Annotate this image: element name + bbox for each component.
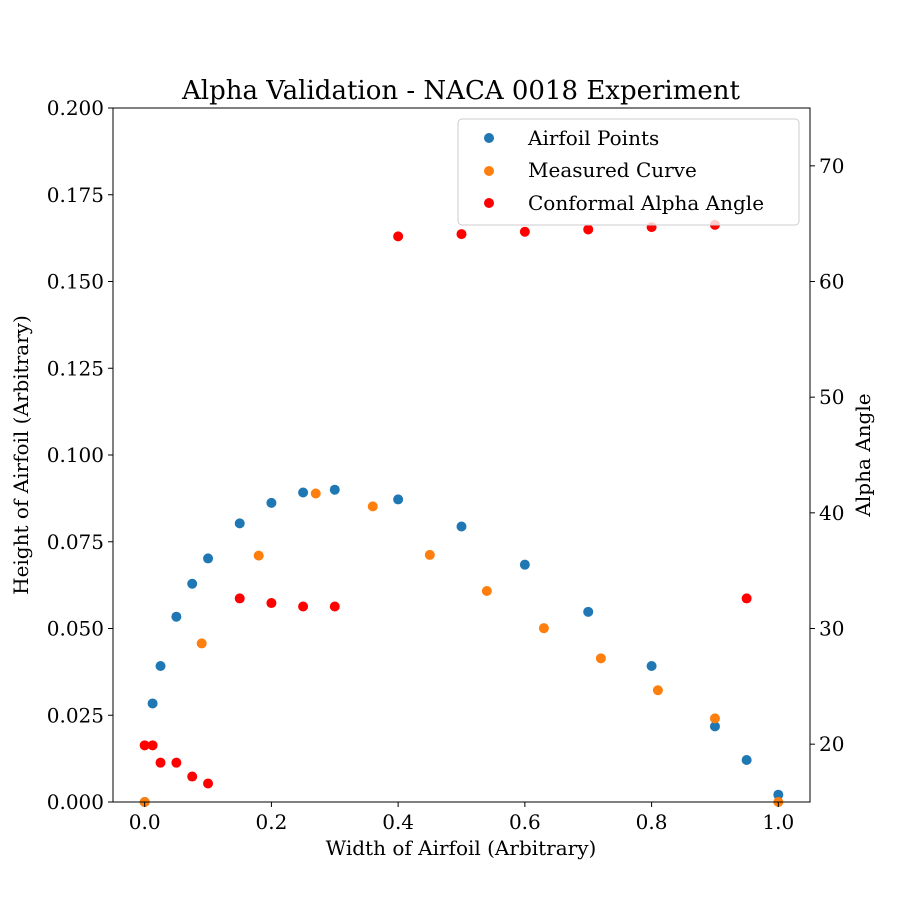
data-point-airfoil-points (709, 721, 720, 732)
legend-marker-conformal-alpha-angle (484, 198, 494, 208)
y-tick-label: 0.025 (47, 703, 104, 727)
data-point-airfoil-points (203, 553, 214, 564)
y2-tick-label: 20 (819, 732, 844, 756)
y-tick-label: 0.125 (47, 356, 104, 380)
data-point-airfoil-points (519, 559, 530, 570)
data-point-measured-curve (253, 550, 264, 561)
x-axis-label: Width of Airfoil (Arbitrary) (326, 836, 597, 860)
series-measured-curve (139, 488, 784, 807)
x-tick-label: 0.8 (636, 810, 668, 834)
data-point-conformal-alpha-angle (139, 740, 150, 751)
data-point-conformal-alpha-angle (171, 757, 182, 768)
data-point-airfoil-points (741, 755, 752, 766)
y2-tick-label: 50 (819, 385, 844, 409)
y-axis-label: Height of Airfoil (Arbitrary) (9, 315, 33, 595)
y-tick-label: 0.100 (47, 443, 104, 467)
legend-box (457, 118, 800, 226)
data-point-airfoil-points (329, 484, 340, 495)
data-point-airfoil-points (298, 487, 309, 498)
data-point-airfoil-points (234, 518, 245, 529)
data-point-airfoil-points (456, 521, 467, 532)
data-point-measured-curve (652, 685, 663, 696)
chart-title: Alpha Validation - NACA 0018 Experiment (181, 76, 740, 106)
data-point-measured-curve (310, 488, 321, 499)
series-airfoil-points (139, 484, 784, 807)
x-tick-label: 1.0 (762, 810, 794, 834)
y2-tick-label: 40 (819, 501, 844, 525)
data-point-measured-curve (595, 653, 606, 664)
data-point-conformal-alpha-angle (203, 778, 214, 789)
y2-axis-label: Alpha Angle (851, 393, 875, 517)
data-point-measured-curve (481, 586, 492, 597)
data-point-conformal-alpha-angle (456, 229, 467, 240)
y-tick-label: 0.150 (47, 270, 104, 294)
y-tick-label: 0.075 (47, 530, 104, 554)
data-point-airfoil-points (583, 606, 594, 617)
data-point-measured-curve (367, 501, 378, 512)
data-point-airfoil-points (266, 497, 277, 508)
data-point-conformal-alpha-angle (147, 740, 158, 751)
legend: Airfoil Points Measured Curve Conformal … (457, 118, 800, 226)
legend-marker-measured-curve (484, 166, 494, 176)
y-tick-label: 0.200 (47, 96, 104, 120)
legend-marker-airfoil-points (484, 133, 494, 143)
y-tick-label: 0.175 (47, 183, 104, 207)
y-tick-label: 0.000 (47, 790, 104, 814)
data-point-conformal-alpha-angle (187, 771, 198, 782)
data-point-airfoil-points (393, 494, 404, 505)
data-point-airfoil-points (187, 578, 198, 589)
legend-label-measured-curve: Measured Curve (528, 158, 697, 182)
data-point-conformal-alpha-angle (155, 757, 166, 768)
data-point-conformal-alpha-angle (234, 593, 245, 604)
data-point-airfoil-points (155, 660, 166, 671)
data-point-conformal-alpha-angle (583, 224, 594, 235)
data-point-conformal-alpha-angle (393, 231, 404, 242)
x-tick-label: 0.0 (129, 810, 161, 834)
data-point-conformal-alpha-angle (519, 226, 530, 237)
data-point-conformal-alpha-angle (329, 601, 340, 612)
data-point-airfoil-points (773, 789, 784, 800)
x-tick-label: 0.4 (382, 810, 414, 834)
y-tick-label: 0.050 (47, 617, 104, 641)
data-point-conformal-alpha-angle (298, 601, 309, 612)
data-point-measured-curve (196, 638, 207, 649)
data-point-airfoil-points (147, 698, 158, 709)
legend-label-conformal-alpha-angle: Conformal Alpha Angle (528, 191, 764, 215)
data-point-measured-curve (538, 623, 549, 634)
y2-tick-label: 30 (819, 617, 844, 641)
data-point-airfoil-points (646, 660, 657, 671)
data-point-measured-curve (424, 549, 435, 560)
ticks-layer: 0.0 0.2 0.4 0.6 0.8 1.0 0.000 0.025 0.050 0.075 0.… (47, 96, 845, 834)
data-point-airfoil-points (171, 611, 182, 622)
data-point-conformal-alpha-angle (741, 593, 752, 604)
x-tick-label: 0.2 (256, 810, 288, 834)
data-point-conformal-alpha-angle (266, 598, 277, 609)
y2-tick-label: 60 (819, 270, 844, 294)
data-point-measured-curve (709, 713, 720, 724)
legend-label-airfoil-points: Airfoil Points (527, 126, 659, 150)
y2-tick-label: 70 (819, 154, 844, 178)
series-layer (139, 219, 784, 807)
x-tick-label: 0.6 (509, 810, 541, 834)
